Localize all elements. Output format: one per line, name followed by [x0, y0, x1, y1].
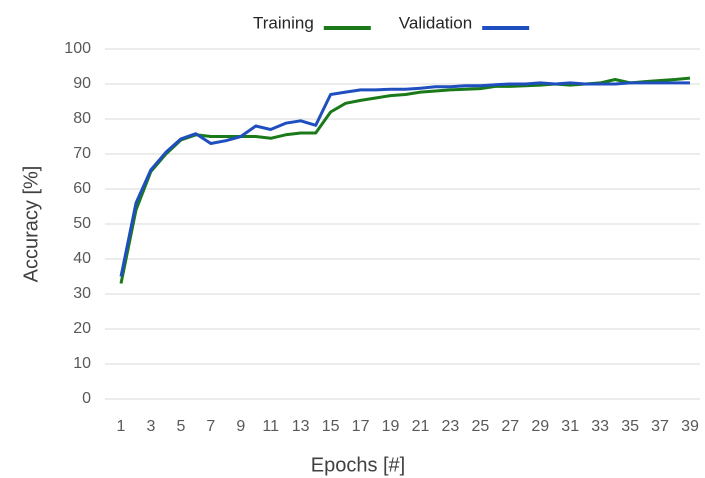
x-tick-label: 35: [621, 418, 639, 435]
x-tick-label: 9: [236, 418, 245, 435]
y-tick-label: 50: [73, 215, 91, 232]
y-tick-label: 60: [73, 180, 91, 197]
x-tick-label: 13: [292, 418, 310, 435]
legend-text: Validation: [399, 13, 472, 32]
x-tick-label: 7: [206, 418, 215, 435]
y-tick-label: 70: [73, 145, 91, 162]
x-tick-label: 1: [117, 418, 126, 435]
x-tick-label: 17: [352, 418, 370, 435]
y-tick-label: 90: [73, 75, 91, 92]
series-line: [119, 81, 690, 277]
y-axis-title: Accuracy [%]: [20, 166, 42, 283]
x-tick-label: 33: [591, 418, 609, 435]
x-tick-label: 25: [471, 418, 489, 435]
x-tick-label: 11: [262, 418, 279, 435]
x-tick-label: 29: [531, 418, 549, 435]
x-tick-label: 23: [442, 418, 460, 435]
x-tick-label: 19: [382, 418, 400, 435]
x-tick-label: 27: [501, 418, 519, 435]
x-tick-label: 31: [561, 418, 579, 435]
x-axis-title: Epochs [#]: [311, 454, 406, 476]
y-tick-label: 80: [73, 110, 91, 127]
y-tick-label: 0: [82, 390, 91, 407]
series-line: [119, 76, 691, 284]
legend-text: Training: [253, 13, 314, 32]
y-tick-label: 100: [64, 40, 91, 57]
y-tick-label: 10: [73, 355, 91, 372]
x-tick-label: 37: [651, 418, 669, 435]
y-tick-label: 20: [73, 320, 91, 337]
x-tick-label: 15: [322, 418, 340, 435]
y-tick-label: 40: [73, 250, 91, 267]
x-tick-label: 5: [176, 418, 185, 435]
x-tick-label: 3: [146, 418, 155, 435]
y-tick-label: 30: [73, 285, 91, 302]
x-tick-label: 39: [681, 418, 699, 435]
x-tick-label: 21: [412, 418, 430, 435]
